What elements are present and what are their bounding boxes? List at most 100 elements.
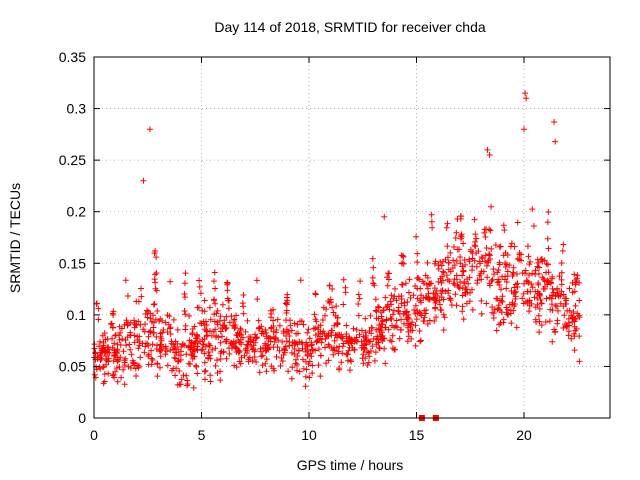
data-point [201, 376, 208, 383]
data-point [147, 310, 154, 317]
data-point [503, 279, 510, 286]
data-point [373, 326, 380, 333]
data-point [510, 264, 517, 271]
data-point [410, 292, 417, 299]
x-tick-label: 10 [301, 427, 317, 443]
data-point [247, 338, 254, 345]
data-point [274, 316, 281, 323]
data-point [171, 354, 178, 361]
data-point [288, 375, 295, 382]
data-point [153, 342, 160, 349]
data-point [144, 307, 151, 314]
data-point [382, 294, 389, 301]
data-point [217, 355, 224, 362]
data-point [312, 325, 319, 332]
data-point [431, 317, 438, 324]
data-point [446, 295, 453, 302]
data-point [390, 295, 397, 302]
data-point [439, 273, 446, 280]
data-point [320, 304, 327, 311]
data-point [201, 308, 208, 315]
data-point [508, 240, 515, 247]
data-point [167, 347, 174, 354]
data-point [314, 338, 321, 345]
data-point [281, 346, 288, 353]
y-tick-label: 0 [78, 410, 86, 426]
data-point [202, 367, 209, 374]
data-point [460, 240, 467, 247]
data-point [359, 355, 366, 362]
data-point [157, 315, 164, 322]
data-point [478, 276, 485, 283]
data-point [379, 335, 386, 342]
data-point [422, 310, 429, 317]
data-point [514, 283, 521, 290]
data-point [540, 286, 547, 293]
data-point [255, 317, 262, 324]
data-point [486, 282, 493, 289]
data-point [253, 359, 260, 366]
data-point [240, 291, 247, 298]
data-point [167, 278, 174, 285]
data-point [503, 309, 510, 316]
data-point [100, 342, 107, 349]
data-point [242, 346, 249, 353]
data-point [372, 349, 379, 356]
data-point [504, 306, 511, 313]
data-point [370, 264, 377, 271]
data-point [548, 301, 555, 308]
data-point [145, 353, 152, 360]
data-point [235, 348, 242, 355]
data-point [535, 270, 542, 277]
data-point [140, 326, 147, 333]
data-point [416, 328, 423, 335]
data-point [460, 268, 467, 275]
data-point [153, 254, 160, 261]
data-point [210, 328, 217, 335]
data-point [498, 309, 505, 316]
y-tick-label: 0.05 [59, 358, 86, 374]
data-point [217, 339, 224, 346]
data-point [304, 342, 311, 349]
data-point [299, 345, 306, 352]
data-point [482, 252, 489, 259]
data-point [493, 295, 500, 302]
data-point [176, 368, 183, 375]
data-point [427, 280, 434, 287]
data-point [487, 227, 494, 234]
data-point [447, 295, 454, 302]
data-point [536, 305, 543, 312]
data-point [305, 326, 312, 333]
data-point [484, 274, 491, 281]
data-point [545, 261, 552, 268]
data-point [224, 280, 231, 287]
data-point [231, 362, 238, 369]
data-point [457, 260, 464, 267]
data-point [511, 289, 518, 296]
data-point [440, 327, 447, 334]
data-point [462, 284, 469, 291]
data-point [126, 341, 133, 348]
data-point [424, 274, 431, 281]
data-point [197, 320, 204, 327]
data-point [458, 235, 465, 242]
data-point [309, 370, 316, 377]
data-point [148, 347, 155, 354]
data-point [95, 305, 102, 312]
data-point [357, 278, 364, 285]
data-point [443, 224, 450, 231]
data-point [489, 304, 496, 311]
data-point [551, 326, 558, 333]
data-point [564, 323, 571, 330]
data-point [170, 316, 177, 323]
data-point [518, 257, 525, 264]
data-point [196, 283, 203, 290]
data-point [181, 280, 188, 287]
data-point [194, 332, 201, 339]
data-point [526, 297, 533, 304]
data-point [262, 326, 269, 333]
data-point [340, 301, 347, 308]
data-point [273, 329, 280, 336]
data-point [381, 213, 388, 220]
data-point [447, 268, 454, 275]
